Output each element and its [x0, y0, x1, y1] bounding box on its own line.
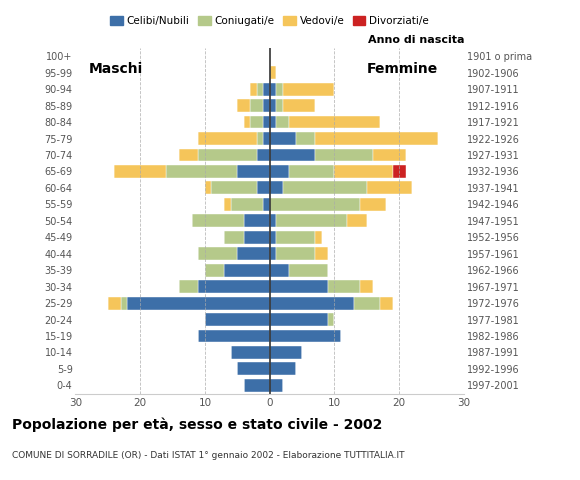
Bar [296, 132, 315, 145]
Bar [224, 264, 270, 276]
Bar [198, 280, 270, 293]
Bar [282, 99, 315, 112]
Bar [251, 99, 263, 112]
Bar [270, 215, 276, 227]
Bar [315, 132, 438, 145]
Bar [270, 198, 360, 211]
Bar [198, 247, 237, 260]
Bar [244, 116, 251, 129]
Bar [270, 247, 276, 260]
Bar [205, 181, 212, 194]
Bar [108, 297, 121, 310]
Bar [237, 247, 270, 260]
Bar [315, 148, 374, 161]
Bar [121, 297, 127, 310]
Bar [360, 198, 386, 211]
Bar [276, 99, 282, 112]
Text: Maschi: Maschi [88, 62, 143, 76]
Bar [270, 379, 282, 392]
Bar [380, 297, 393, 310]
Bar [257, 132, 263, 145]
Bar [335, 165, 393, 178]
Bar [270, 362, 296, 375]
Bar [231, 346, 270, 359]
Bar [270, 330, 341, 342]
Bar [212, 181, 257, 194]
Bar [237, 165, 270, 178]
Bar [244, 215, 270, 227]
Bar [263, 132, 270, 145]
Bar [198, 330, 270, 342]
Bar [270, 280, 328, 293]
Bar [192, 215, 244, 227]
Bar [282, 83, 335, 96]
Bar [354, 297, 380, 310]
Bar [276, 247, 315, 260]
Bar [315, 247, 328, 260]
Bar [347, 215, 367, 227]
Bar [270, 66, 276, 79]
Bar [263, 99, 270, 112]
Bar [224, 231, 244, 244]
Bar [315, 231, 321, 244]
Bar [289, 165, 335, 178]
Bar [251, 83, 257, 96]
Text: COMUNE DI SORRADILE (OR) - Dati ISTAT 1° gennaio 2002 - Elaborazione TUTTITALIA.: COMUNE DI SORRADILE (OR) - Dati ISTAT 1°… [12, 451, 404, 460]
Bar [251, 116, 263, 129]
Bar [244, 231, 270, 244]
Legend: Celibi/Nubili, Coniugati/e, Vedovi/e, Divorziati/e: Celibi/Nubili, Coniugati/e, Vedovi/e, Di… [106, 12, 433, 30]
Bar [270, 313, 328, 326]
Text: Popolazione per età, sesso e stato civile - 2002: Popolazione per età, sesso e stato civil… [12, 418, 382, 432]
Bar [179, 148, 198, 161]
Bar [270, 148, 315, 161]
Bar [360, 280, 374, 293]
Bar [179, 280, 198, 293]
Bar [289, 264, 328, 276]
Bar [270, 132, 296, 145]
Bar [237, 99, 251, 112]
Bar [257, 148, 270, 161]
Bar [231, 198, 263, 211]
Bar [205, 264, 224, 276]
Bar [114, 165, 166, 178]
Bar [244, 379, 270, 392]
Bar [276, 231, 315, 244]
Bar [270, 297, 354, 310]
Bar [374, 148, 406, 161]
Bar [270, 165, 289, 178]
Bar [237, 362, 270, 375]
Bar [289, 116, 380, 129]
Bar [198, 148, 257, 161]
Text: Femmine: Femmine [367, 62, 438, 76]
Text: Anno di nascita: Anno di nascita [368, 35, 464, 45]
Bar [263, 198, 270, 211]
Bar [198, 132, 257, 145]
Bar [328, 280, 360, 293]
Bar [276, 215, 347, 227]
Bar [270, 99, 276, 112]
Bar [257, 83, 263, 96]
Bar [270, 346, 302, 359]
Bar [224, 198, 231, 211]
Bar [205, 313, 270, 326]
Bar [270, 231, 276, 244]
Bar [166, 165, 237, 178]
Bar [263, 116, 270, 129]
Bar [367, 181, 412, 194]
Bar [263, 83, 270, 96]
Bar [257, 181, 270, 194]
Bar [270, 83, 276, 96]
Bar [328, 313, 335, 326]
Bar [276, 83, 282, 96]
Bar [270, 181, 282, 194]
Bar [282, 181, 367, 194]
Bar [127, 297, 270, 310]
Bar [393, 165, 406, 178]
Bar [270, 264, 289, 276]
Bar [270, 116, 276, 129]
Bar [276, 116, 289, 129]
